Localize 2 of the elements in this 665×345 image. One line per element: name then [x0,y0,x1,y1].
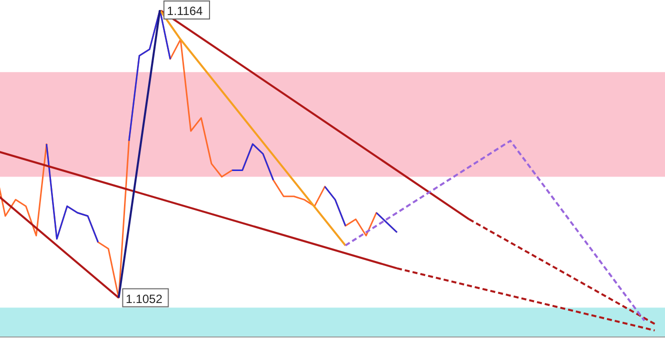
annotation: 1.1164 [166,4,204,18]
annotation: 1.1052 [126,292,163,306]
